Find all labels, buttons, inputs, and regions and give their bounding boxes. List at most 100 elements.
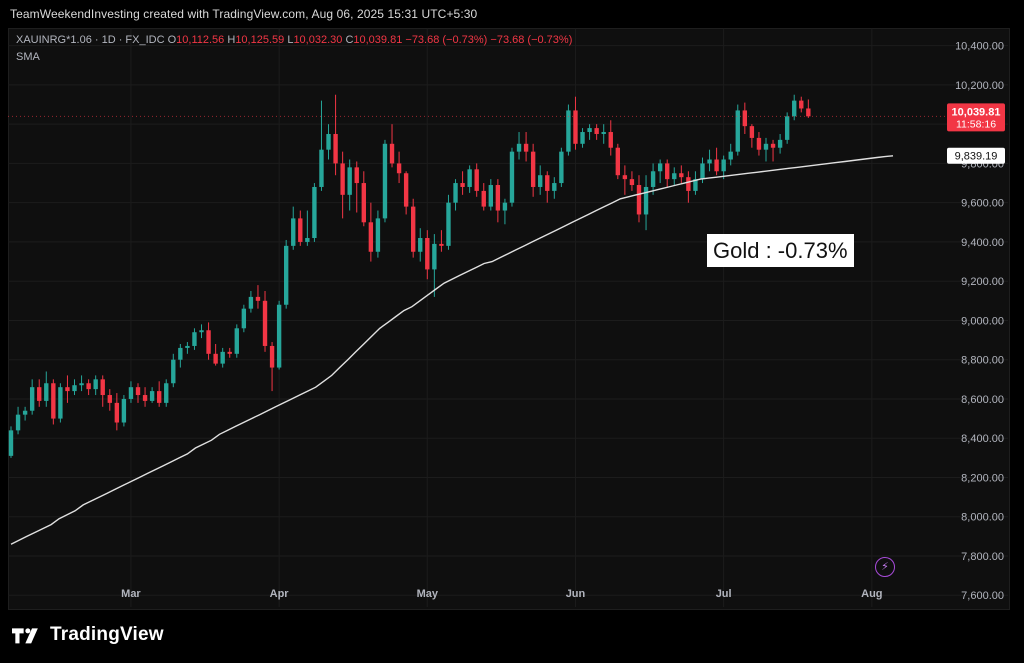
candle-body <box>206 330 211 354</box>
candle-body <box>411 206 416 252</box>
x-tick-label: May <box>417 588 439 600</box>
candle-body <box>806 108 811 117</box>
candle-body <box>234 328 239 354</box>
candle-body <box>538 175 543 187</box>
sma-legend: SMA <box>16 51 40 63</box>
candle-body <box>298 218 303 242</box>
candle-body <box>580 132 585 144</box>
candle-body <box>686 177 691 191</box>
candle-body <box>700 163 705 180</box>
candle-body <box>135 387 141 396</box>
candle-body <box>594 128 599 134</box>
candle-body <box>721 159 726 172</box>
candle-body <box>171 359 176 384</box>
candle-body <box>15 414 21 431</box>
y-tick-label: 7,800.00 <box>961 551 1004 563</box>
candle-body <box>72 385 77 392</box>
candle-body <box>29 387 35 411</box>
candle-body <box>587 128 592 133</box>
candle-body <box>220 351 225 364</box>
candle-body <box>156 391 162 403</box>
candle-body <box>601 132 606 134</box>
candle-body <box>403 173 409 207</box>
candle-body <box>213 353 218 364</box>
symbol-label: XAUINRG*1.06 · 1D · FX_IDC <box>16 34 165 46</box>
candle-body <box>227 351 232 354</box>
candle-body <box>735 110 740 152</box>
x-tick-label: Aug <box>861 588 882 600</box>
candle-body <box>283 245 289 305</box>
candle-body <box>770 143 776 148</box>
candle-body <box>530 151 536 187</box>
candle-body <box>241 308 247 329</box>
y-tick-label: 8,800.00 <box>961 355 1004 367</box>
candle-body <box>107 395 112 403</box>
candle-body <box>742 110 748 127</box>
candle-body <box>178 347 183 360</box>
candle-body <box>559 151 564 184</box>
candle-body <box>44 383 49 401</box>
candle-body <box>665 163 670 180</box>
candle-body <box>636 185 642 215</box>
low-label: L <box>287 34 294 46</box>
gold-annotation: Gold : -0.73% <box>707 234 854 267</box>
candle-body <box>509 151 515 203</box>
candle-body <box>446 202 451 246</box>
price-tag-bg <box>947 103 1005 132</box>
candle-body <box>276 304 282 368</box>
plot-area[interactable] <box>8 28 1010 610</box>
candle-body <box>164 383 169 403</box>
price-tag-value: 10,039.81 <box>952 106 1001 118</box>
candle-body <box>481 190 486 207</box>
y-tick-label: 8,200.00 <box>961 472 1004 484</box>
lightning-icon[interactable]: ⚡ <box>875 557 895 577</box>
candle-body <box>545 175 550 191</box>
sma-tag-value: 9,839.19 <box>955 151 998 163</box>
open-label: O <box>167 34 177 46</box>
candle-body <box>199 330 204 333</box>
y-tick-label: 8,400.00 <box>961 433 1004 445</box>
candle-body <box>93 379 98 390</box>
x-tick-label: Apr <box>270 588 290 600</box>
candle-body <box>354 167 359 184</box>
candle-body <box>608 132 613 148</box>
candle-body <box>679 173 684 178</box>
candle-body <box>22 410 28 415</box>
candle-body <box>375 218 381 252</box>
high-label: H <box>227 34 236 46</box>
brand-footer: TradingView <box>12 622 164 648</box>
candle-body <box>312 186 317 239</box>
ohlc-legend: XAUINRG*1.06 · 1D · FX_IDC O10,112.56 H1… <box>16 34 572 46</box>
candle-body <box>51 383 56 419</box>
candle-body <box>319 149 324 187</box>
candle-body <box>389 143 395 164</box>
candle-body <box>453 183 458 203</box>
candle-body <box>488 185 493 207</box>
candle-body <box>495 185 501 211</box>
sma-tag-bg <box>947 147 1005 164</box>
candle-body <box>8 430 14 456</box>
candle-body <box>65 387 70 392</box>
candle-body <box>474 169 479 191</box>
candle-body <box>326 133 331 150</box>
candle-body <box>728 151 733 160</box>
candle-body <box>333 133 338 164</box>
candle-body <box>467 169 472 187</box>
candle-body <box>100 379 105 396</box>
candle-body <box>255 296 261 301</box>
y-tick-label: 9,000.00 <box>961 315 1004 327</box>
candle-body <box>86 383 91 390</box>
candle-body <box>192 332 197 346</box>
candle-body <box>269 345 275 368</box>
candle-body <box>615 147 621 176</box>
candle-body <box>460 183 465 187</box>
y-tick-label: 9,400.00 <box>961 237 1004 249</box>
y-tick-label: 10,400.00 <box>955 41 1004 53</box>
candle-body <box>516 143 522 152</box>
candle-body <box>799 100 804 109</box>
candle-body <box>382 143 388 219</box>
candle-body <box>432 243 437 270</box>
candle-body <box>305 238 310 242</box>
candle-body <box>523 143 529 152</box>
